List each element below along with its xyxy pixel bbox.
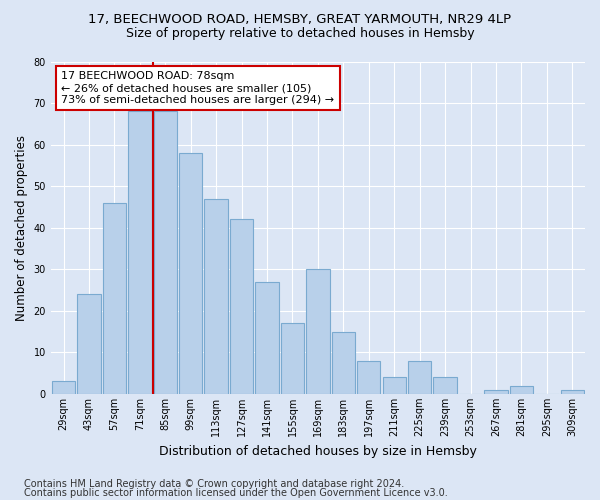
Bar — [128, 112, 152, 394]
X-axis label: Distribution of detached houses by size in Hemsby: Distribution of detached houses by size … — [159, 444, 477, 458]
Text: Contains public sector information licensed under the Open Government Licence v3: Contains public sector information licen… — [24, 488, 448, 498]
Bar — [306, 269, 329, 394]
Text: Size of property relative to detached houses in Hemsby: Size of property relative to detached ho… — [125, 28, 475, 40]
Bar — [103, 203, 126, 394]
Text: 17 BEECHWOOD ROAD: 78sqm
← 26% of detached houses are smaller (105)
73% of semi-: 17 BEECHWOOD ROAD: 78sqm ← 26% of detach… — [61, 72, 335, 104]
Bar — [560, 390, 584, 394]
Bar — [205, 198, 228, 394]
Bar — [256, 282, 279, 394]
Bar — [383, 378, 406, 394]
Bar — [332, 332, 355, 394]
Bar — [179, 153, 202, 394]
Bar — [52, 382, 75, 394]
Bar — [230, 220, 253, 394]
Bar — [408, 360, 431, 394]
Bar — [77, 294, 101, 394]
Bar — [510, 386, 533, 394]
Bar — [484, 390, 508, 394]
Bar — [433, 378, 457, 394]
Y-axis label: Number of detached properties: Number of detached properties — [15, 134, 28, 320]
Bar — [154, 112, 177, 394]
Text: 17, BEECHWOOD ROAD, HEMSBY, GREAT YARMOUTH, NR29 4LP: 17, BEECHWOOD ROAD, HEMSBY, GREAT YARMOU… — [88, 12, 512, 26]
Text: Contains HM Land Registry data © Crown copyright and database right 2024.: Contains HM Land Registry data © Crown c… — [24, 479, 404, 489]
Bar — [281, 324, 304, 394]
Bar — [357, 360, 380, 394]
